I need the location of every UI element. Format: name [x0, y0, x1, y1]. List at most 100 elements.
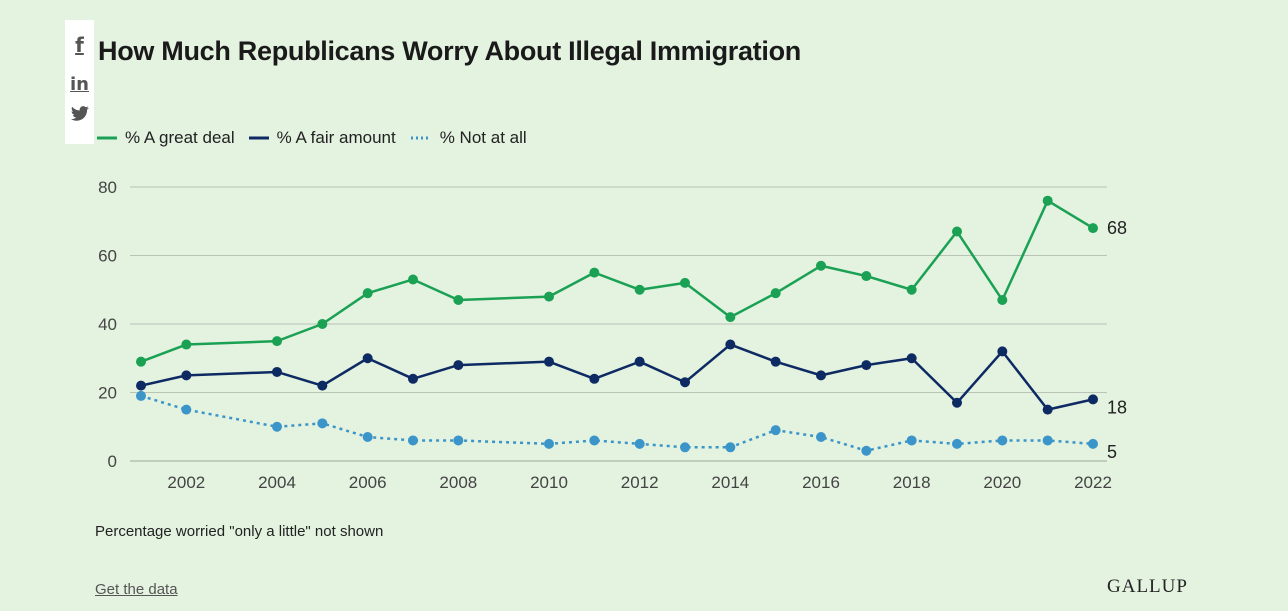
data-point	[181, 404, 192, 415]
data-point	[1088, 438, 1098, 449]
legend-item-not-at-all: % Not at all	[410, 128, 527, 148]
data-point	[544, 438, 554, 449]
data-point	[362, 288, 373, 299]
data-point	[725, 339, 736, 350]
x-tick-label: 2002	[167, 473, 205, 492]
x-tick-label: 2008	[439, 473, 477, 492]
data-point	[952, 226, 962, 237]
data-point	[861, 360, 872, 371]
data-point	[680, 377, 690, 388]
data-point	[725, 442, 736, 453]
x-tick-label: 2010	[530, 473, 568, 492]
data-point	[453, 295, 464, 306]
data-point	[181, 339, 192, 350]
data-point	[408, 435, 418, 446]
data-point	[408, 274, 418, 285]
share-bar: f in	[65, 20, 94, 144]
data-point	[589, 435, 600, 446]
x-tick-label: 2006	[349, 473, 387, 492]
data-point	[816, 260, 826, 271]
data-point	[997, 346, 1008, 357]
y-tick-label: 60	[98, 247, 117, 266]
data-point	[861, 271, 872, 282]
twitter-icon[interactable]	[70, 106, 90, 126]
end-label: 5	[1107, 442, 1117, 462]
legend-item-fair-amount: % A fair amount	[248, 128, 396, 148]
data-point	[544, 291, 554, 302]
chart-note: Percentage worried "only a little" not s…	[95, 523, 384, 540]
series-line-1	[140, 343, 1094, 411]
legend-swatch-fair-amount	[248, 136, 269, 140]
data-point	[906, 284, 917, 295]
data-point	[1042, 195, 1053, 206]
get-the-data-link[interactable]: Get the data	[95, 581, 178, 598]
data-point	[589, 373, 600, 384]
data-point	[952, 438, 962, 449]
y-tick-label: 40	[98, 315, 117, 334]
data-point	[272, 336, 282, 347]
legend-swatch-great-deal	[97, 136, 117, 140]
data-point	[906, 435, 917, 446]
data-point	[952, 397, 962, 408]
data-point	[634, 438, 645, 449]
data-point	[770, 356, 781, 367]
data-point	[362, 353, 373, 364]
data-point	[317, 380, 328, 391]
x-tick-label: 2016	[802, 473, 840, 492]
x-tick-label: 2004	[258, 473, 296, 492]
data-point	[589, 267, 600, 278]
data-point	[816, 370, 826, 381]
facebook-icon[interactable]: f	[75, 33, 84, 57]
x-tick-label: 2022	[1074, 473, 1112, 492]
data-point	[136, 356, 146, 367]
data-point	[680, 442, 690, 453]
data-point	[1042, 435, 1053, 446]
data-point	[272, 421, 282, 432]
x-tick-label: 2014	[711, 473, 749, 492]
data-point	[634, 284, 645, 295]
chart-title: How Much Republicans Worry About Illegal…	[98, 36, 801, 66]
end-label: 18	[1107, 397, 1127, 417]
data-point	[997, 435, 1008, 446]
legend-swatch-not-at-all	[410, 136, 431, 140]
series-line-0	[140, 199, 1094, 363]
data-point	[453, 360, 464, 371]
data-point	[906, 353, 917, 364]
end-label: 68	[1107, 218, 1127, 238]
legend-label-fair-amount: % A fair amount	[276, 128, 396, 147]
data-point	[861, 445, 872, 456]
data-point	[317, 319, 328, 329]
data-point	[1088, 223, 1098, 234]
data-point	[136, 380, 146, 391]
data-point	[770, 425, 781, 436]
data-point	[1088, 394, 1098, 405]
legend-label-great-deal: % A great deal	[125, 128, 235, 147]
x-tick-label: 2018	[893, 473, 931, 492]
data-point	[362, 432, 373, 443]
data-point	[453, 435, 464, 446]
gallup-logo: GALLUP	[1107, 576, 1188, 597]
data-point	[725, 312, 736, 323]
data-point	[997, 295, 1008, 306]
legend-item-great-deal: % A great deal	[97, 128, 235, 148]
y-tick-label: 20	[98, 384, 117, 403]
y-tick-label: 80	[98, 178, 117, 197]
y-tick-label: 0	[108, 452, 117, 471]
data-point	[1042, 404, 1053, 415]
legend-label-not-at-all: % Not at all	[439, 128, 527, 147]
data-point	[634, 356, 645, 367]
data-point	[816, 432, 826, 443]
data-point	[317, 418, 328, 429]
x-tick-label: 2012	[621, 473, 659, 492]
data-point	[408, 373, 418, 384]
data-point	[136, 390, 146, 401]
data-point	[770, 288, 781, 299]
linkedin-icon[interactable]: in	[70, 74, 89, 95]
x-tick-label: 2020	[983, 473, 1021, 492]
data-point	[544, 356, 554, 367]
data-point	[272, 366, 282, 377]
data-point	[680, 277, 690, 288]
data-point	[181, 370, 192, 381]
chart-legend: % A great deal % A fair amount % Not at …	[97, 128, 541, 148]
